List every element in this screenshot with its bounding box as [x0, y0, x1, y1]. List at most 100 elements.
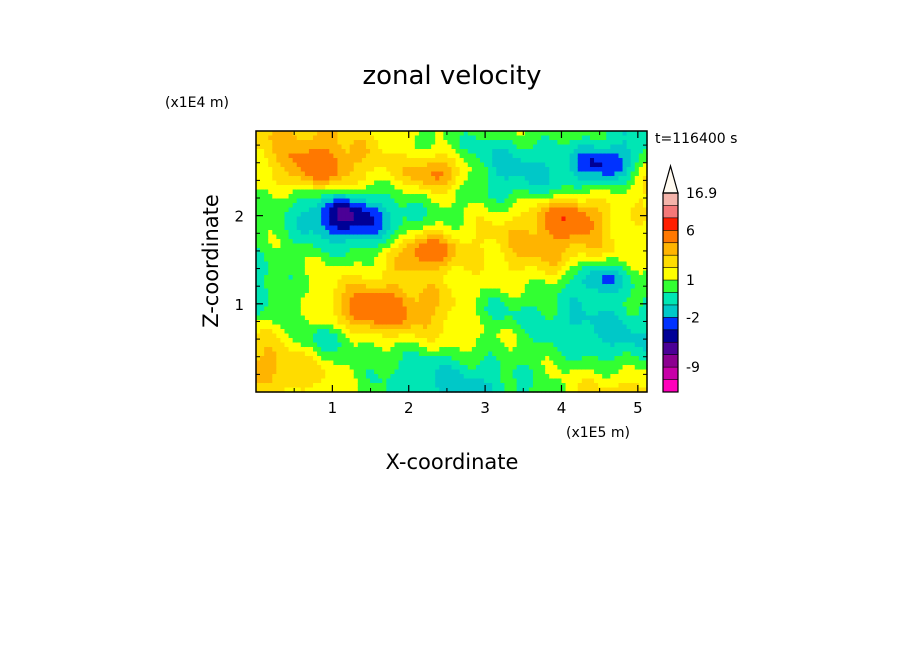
field-cell	[463, 248, 469, 254]
field-cell	[256, 324, 261, 330]
field-cell	[414, 270, 420, 276]
field-cell	[260, 180, 265, 186]
field-cell	[451, 351, 457, 357]
field-cell	[443, 266, 449, 272]
field-cell	[455, 347, 461, 353]
field-cell	[484, 234, 489, 240]
field-cell	[431, 311, 436, 317]
field-cell	[504, 279, 510, 285]
field-cell	[329, 270, 334, 276]
field-cell	[545, 347, 550, 353]
field-cell	[398, 383, 404, 389]
field-cell	[508, 383, 514, 389]
field-cell	[602, 302, 607, 308]
field-cell	[349, 243, 355, 249]
field-cell	[537, 333, 542, 339]
field-cell	[386, 311, 391, 317]
field-cell	[561, 306, 567, 312]
field-cell	[561, 248, 567, 254]
field-cell	[427, 383, 432, 389]
field-cell	[500, 162, 506, 168]
field-cell	[602, 297, 607, 303]
field-cell	[435, 203, 440, 209]
field-cell	[459, 252, 465, 258]
field-cell	[272, 194, 277, 200]
field-cell	[512, 284, 518, 290]
field-cell	[488, 351, 493, 357]
field-cell	[308, 324, 314, 330]
field-cell	[394, 207, 400, 213]
field-cell	[325, 315, 330, 321]
field-cell	[585, 144, 591, 150]
field-cell	[272, 248, 277, 254]
field-cell	[296, 185, 302, 191]
field-cell	[431, 194, 436, 200]
field-cell	[598, 234, 603, 240]
field-cell	[321, 135, 326, 141]
field-cell	[573, 216, 579, 222]
field-cell	[370, 203, 375, 209]
field-cell	[431, 293, 436, 299]
field-cell	[308, 284, 314, 290]
field-cell	[484, 239, 489, 245]
field-cell	[565, 153, 571, 159]
field-cell	[569, 360, 575, 366]
field-cell	[361, 351, 367, 357]
field-cell	[459, 356, 465, 362]
field-cell	[260, 167, 265, 173]
field-cell	[443, 234, 449, 240]
field-cell	[402, 284, 408, 290]
field-cell	[549, 387, 554, 393]
field-cell	[390, 239, 396, 245]
field-cell	[594, 387, 599, 393]
field-cell	[296, 252, 302, 258]
field-cell	[345, 275, 351, 281]
field-cell	[512, 338, 518, 344]
field-cell	[272, 153, 277, 159]
field-cell	[272, 234, 277, 240]
field-cell	[492, 230, 497, 236]
field-cell	[296, 198, 302, 204]
field-cell	[374, 351, 379, 357]
field-cell	[268, 221, 273, 227]
field-cell	[357, 257, 363, 263]
field-cell	[545, 374, 550, 380]
field-cell	[602, 216, 607, 222]
field-cell	[581, 234, 587, 240]
field-cell	[256, 239, 261, 245]
field-cell	[500, 347, 506, 353]
field-cell	[296, 140, 302, 146]
field-cell	[268, 297, 273, 303]
field-cell	[545, 212, 550, 218]
field-cell	[585, 162, 591, 168]
field-cell	[365, 243, 371, 249]
field-cell	[488, 347, 493, 353]
field-cell	[317, 149, 322, 155]
field-cell	[390, 194, 396, 200]
field-cell	[365, 225, 371, 231]
field-cell	[504, 189, 510, 195]
field-cell	[317, 374, 322, 380]
field-cell	[325, 248, 330, 254]
field-cell	[292, 297, 298, 303]
field-cell	[512, 351, 518, 357]
field-cell	[545, 329, 550, 335]
field-cell	[594, 239, 599, 245]
field-cell	[260, 329, 265, 335]
field-cell	[541, 198, 546, 204]
field-cell	[422, 315, 428, 321]
field-cell	[361, 243, 367, 249]
field-cell	[549, 284, 554, 290]
field-cell	[394, 212, 400, 218]
field-cell	[500, 387, 506, 393]
field-cell	[565, 198, 571, 204]
field-cell	[589, 158, 595, 164]
field-cell	[581, 284, 587, 290]
field-cell	[573, 153, 579, 159]
field-cell	[589, 131, 595, 137]
field-cell	[361, 252, 367, 258]
field-cell	[524, 324, 530, 330]
field-cell	[467, 360, 473, 366]
field-cell	[492, 356, 497, 362]
field-cell	[459, 257, 465, 263]
